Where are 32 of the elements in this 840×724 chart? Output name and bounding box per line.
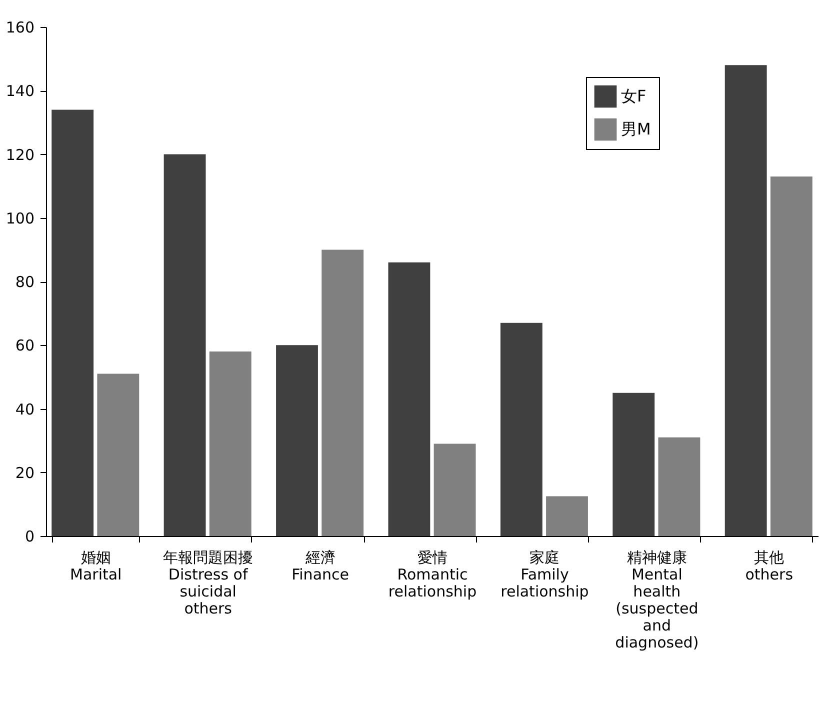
bar — [612, 392, 655, 536]
x-tick-label: 年報問題困擾 Distress of suicidal others — [163, 548, 254, 618]
x-tick-label: 經濟 Finance — [292, 548, 349, 584]
bar — [97, 374, 140, 536]
y-tick-label: 140 — [6, 82, 34, 100]
legend-label: 女F — [621, 86, 646, 106]
y-tick-label: 40 — [15, 400, 34, 418]
legend-label: 男M — [621, 120, 651, 138]
x-tick-label: 家庭 Family relationship — [500, 548, 589, 600]
y-tick-label: 120 — [6, 146, 34, 164]
y-tick-label: 20 — [15, 464, 34, 482]
bar — [770, 176, 812, 536]
bar — [52, 110, 94, 536]
x-tick-label: 其他 others — [745, 548, 794, 584]
y-tick-label: 0 — [24, 528, 34, 546]
bar — [276, 345, 318, 536]
x-tick-label: 愛情 Romantic relationship — [388, 548, 477, 600]
y-tick-label: 60 — [15, 336, 34, 355]
x-tick-label: 婚姻 Marital — [70, 548, 122, 584]
bar — [500, 322, 542, 536]
bar — [164, 154, 206, 536]
bar — [322, 250, 364, 536]
y-tick-label: 80 — [15, 273, 34, 291]
y-tick-label: 160 — [6, 18, 34, 36]
y-tick-label: 100 — [6, 209, 34, 228]
bar — [724, 65, 767, 536]
bar — [658, 437, 700, 536]
bar — [388, 262, 430, 536]
bar — [209, 351, 252, 536]
x-tick-label: 精神健康 Mental health (suspected and diagnosed) — [615, 548, 699, 652]
bar — [546, 496, 588, 536]
bar — [434, 444, 476, 536]
